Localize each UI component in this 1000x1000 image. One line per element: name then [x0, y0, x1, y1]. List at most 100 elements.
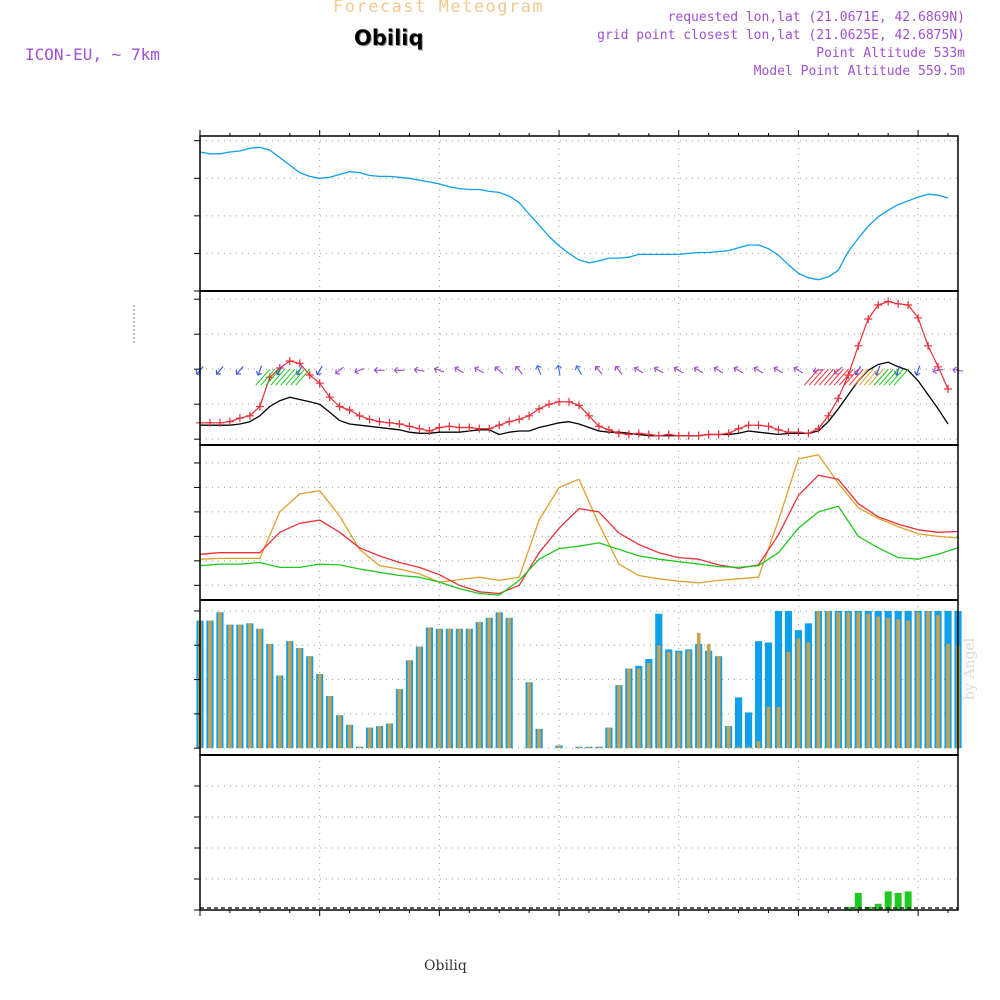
wind-gust-marker — [425, 427, 434, 435]
wind-direction-arrow-shape — [494, 366, 504, 375]
wind-direction-arrow-shape — [255, 365, 263, 376]
panel-frame-clouds — [199, 599, 959, 756]
wind-direction-arrow — [733, 366, 744, 374]
wind-barb-hatch — [808, 368, 824, 386]
wind-barb-hatch — [265, 368, 281, 386]
wind-barb-hatch — [285, 368, 301, 386]
wind-gust-marker — [235, 414, 244, 423]
low-cloud-bar — [218, 612, 222, 749]
total-cloud-bar — [734, 697, 743, 749]
low-cloud-bar — [487, 617, 492, 749]
low-cloud-bar — [676, 652, 681, 749]
low-cloud-bar — [407, 660, 412, 749]
wind-barb-hatch — [838, 368, 854, 386]
low-cloud-bar — [258, 628, 262, 749]
low-cloud-bar — [447, 628, 452, 749]
wind-direction-arrow-shape — [215, 366, 224, 375]
low-cloud-bar — [666, 652, 671, 749]
wind-gust-marker — [704, 430, 713, 439]
panel-frame-pressure — [199, 135, 959, 292]
wind-gust-marker — [834, 394, 843, 403]
low-cloud-bar — [876, 616, 881, 749]
wind-gust-marker — [305, 371, 314, 379]
low-cloud-bar — [647, 663, 651, 749]
wind-gust-marker — [255, 402, 264, 411]
low-cloud-bar — [497, 612, 502, 749]
wind-direction-arrow — [555, 364, 563, 376]
point-altitude: Point Altitude 533m — [816, 46, 965, 61]
wind-direction-arrow — [914, 365, 921, 376]
sfc-temp-line — [199, 454, 959, 584]
low-cloud-bar — [706, 643, 711, 749]
wind-gust-marker — [565, 397, 574, 406]
low-cloud-bar — [597, 746, 601, 749]
wind-direction-arrow — [315, 365, 323, 376]
low-cloud-bar — [347, 724, 352, 749]
wind-gust-marker — [515, 415, 524, 424]
wind-gust-marker — [604, 425, 613, 434]
low-cloud-bar — [327, 696, 332, 749]
wind-direction-arrow-shape — [914, 365, 921, 376]
wind-barb-hatch — [275, 368, 291, 386]
low-cloud-bar — [238, 624, 242, 749]
wind-gust-marker — [784, 428, 793, 437]
wind-barb-hatch — [260, 368, 276, 386]
wind-gust-marker — [744, 421, 753, 430]
wind-gust-marker — [575, 401, 583, 410]
wind-direction-arrow-shape — [594, 365, 603, 375]
wind-gust-marker — [485, 424, 494, 433]
low-cloud-bar — [846, 612, 851, 749]
wind-barb-hatch — [888, 368, 904, 386]
wind-gust-marker — [385, 418, 394, 427]
wind-barb-hatch — [280, 368, 296, 386]
low-cloud-bar — [287, 641, 292, 749]
low-cloud-bar — [527, 682, 531, 749]
requested-point: requested lon,lat (21.0671E, 42.6869N) — [667, 10, 965, 25]
low-cloud-bar — [607, 727, 611, 749]
panel-frame-wind — [199, 290, 959, 446]
low-cloud-bar — [627, 668, 631, 749]
low-cloud-bar — [387, 723, 392, 749]
low-cloud-bar — [836, 612, 841, 749]
wind-gust-marker — [794, 428, 803, 437]
wind-gust-marker — [445, 422, 454, 431]
wind-direction-arrow-shape — [535, 364, 542, 376]
wind-direction-arrow — [433, 366, 445, 373]
wind-direction-arrow-shape — [574, 365, 583, 375]
wind-barb-hatch — [843, 368, 859, 386]
wind-direction-arrow — [793, 366, 804, 374]
wind-direction-arrow — [673, 366, 684, 374]
wind-gust-marker — [754, 421, 763, 430]
wind-gust-marker — [654, 431, 663, 440]
temp-2m-line — [199, 474, 959, 595]
wind-direction-arrow-shape — [932, 367, 944, 375]
wind-gust-marker — [614, 429, 623, 438]
wind-barb-hatch — [853, 368, 869, 386]
wind-direction-arrow — [574, 365, 583, 375]
wind-gust-marker — [435, 423, 444, 432]
low-cloud-bar — [477, 621, 482, 749]
wind-direction-arrow — [393, 366, 405, 374]
wind-direction-arrow-shape — [514, 365, 523, 375]
wind-barb-hatch — [813, 368, 829, 386]
total-cloud-bar — [754, 641, 763, 749]
wind-direction-arrow-shape — [653, 366, 664, 374]
low-cloud-bar — [377, 726, 382, 749]
wind-barb-hatch — [848, 368, 864, 386]
low-cloud-bar — [736, 746, 741, 749]
low-cloud-bar — [268, 643, 272, 749]
wind-gust-marker — [365, 415, 374, 424]
low-cloud-bar — [277, 675, 282, 749]
wind-gust-marker — [345, 406, 354, 414]
footer-station: Obiliq — [424, 958, 467, 974]
wind-gust-marker — [764, 422, 773, 431]
wind-barb-hatch — [818, 368, 834, 386]
wind-direction-arrow-shape — [454, 366, 464, 374]
low-cloud-bar — [248, 623, 252, 749]
wind-barb-hatch — [858, 368, 874, 386]
wind-gust-marker — [525, 411, 534, 420]
low-cloud-bar — [507, 617, 511, 749]
wind-direction-arrow — [215, 366, 224, 375]
wind-gust-marker — [555, 397, 564, 406]
